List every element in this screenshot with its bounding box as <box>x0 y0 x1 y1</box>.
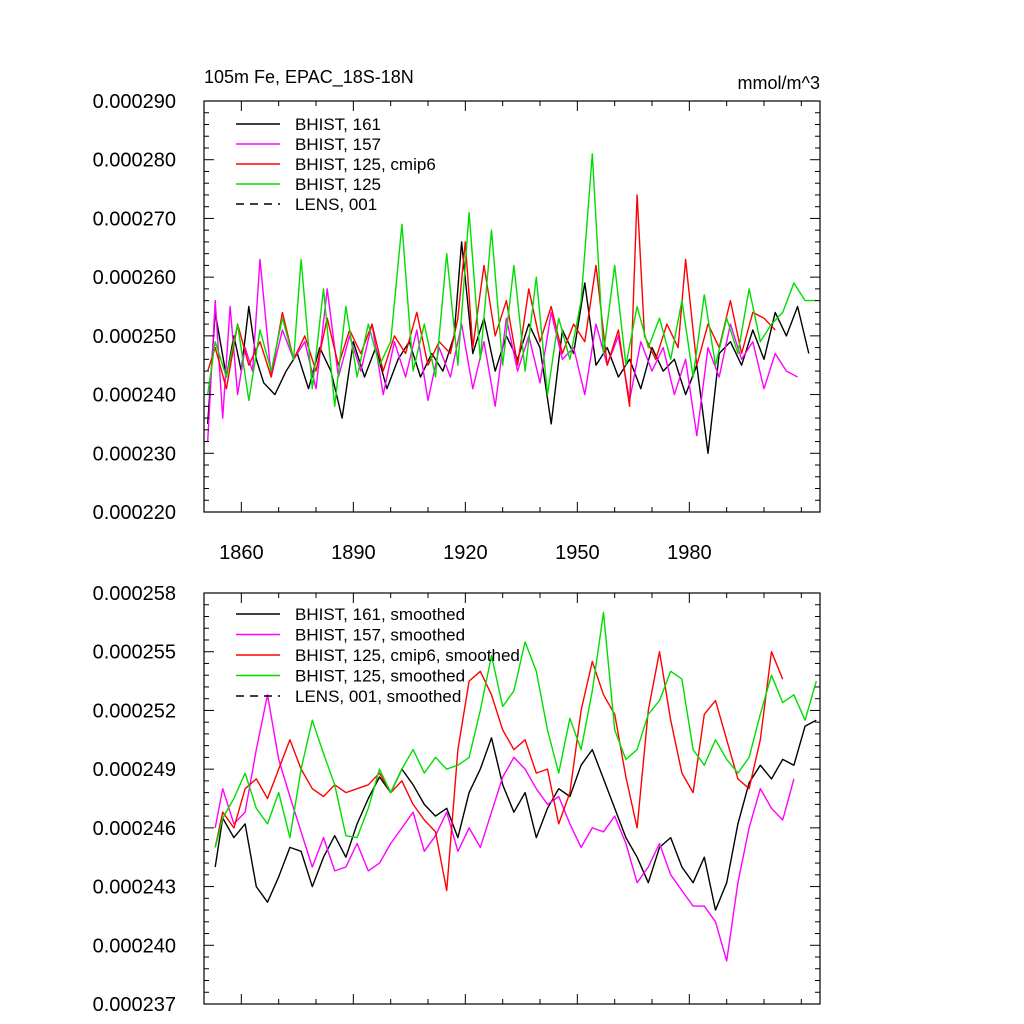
top-series-line-3 <box>207 153 817 407</box>
x-tick-label: 1980 <box>667 542 712 564</box>
top-panel: 0.000220 0.000230 0.000240 0.000250 0.000260… <box>93 67 821 564</box>
y-tick-label: 0.000249 <box>93 759 176 781</box>
top-legend-label-4: LENS, 001 <box>295 195 377 214</box>
bottom-y-axis: 0.000237 0.000240 0.000243 0.000246 0.000249… <box>93 583 820 1016</box>
bottom-series-line-0 <box>214 719 817 911</box>
bottom-series-line-1 <box>214 694 795 962</box>
bottom-legend-label-1: BHIST, 157, smoothed <box>295 626 465 645</box>
bottom-series-line-3 <box>214 611 817 848</box>
y-tick-label: 0.000230 <box>93 443 176 465</box>
top-legend-label-3: BHIST, 125 <box>295 175 381 194</box>
bottom-series-layer <box>214 611 817 962</box>
x-tick-label: 1950 <box>555 542 600 564</box>
top-legend-label-2: BHIST, 125, cmip6 <box>295 155 436 174</box>
top-title-right: mmol/m^3 <box>738 73 820 93</box>
top-x-axis: 1860 1890 1920 1950 1980 <box>203 101 802 564</box>
bottom-panel: 0.000237 0.000240 0.000243 0.000246 0.000249… <box>93 583 821 1016</box>
y-tick-label: 0.000220 <box>93 502 176 524</box>
top-y-axis: 0.000220 0.000230 0.000240 0.000250 0.000260… <box>93 91 820 524</box>
top-series-line-2 <box>207 194 776 407</box>
y-tick-label: 0.000280 <box>93 150 176 172</box>
x-tick-label: 1890 <box>331 542 376 564</box>
bottom-legend-label-0: BHIST, 161, smoothed <box>295 605 465 624</box>
y-tick-label: 0.000250 <box>93 326 176 348</box>
top-plot-frame <box>203 100 821 513</box>
top-series-line-1 <box>207 258 798 442</box>
y-tick-label: 0.000246 <box>93 818 176 840</box>
y-tick-label: 0.000255 <box>93 642 176 664</box>
y-tick-label: 0.000260 <box>93 267 176 289</box>
bottom-legend-label-2: BHIST, 125, cmip6, smoothed <box>295 646 520 665</box>
bottom-legend-label-4: LENS, 001, smoothed <box>295 687 461 706</box>
top-legend-label-0: BHIST, 161 <box>295 115 381 134</box>
bottom-legend-label-3: BHIST, 125, smoothed <box>295 667 465 686</box>
x-tick-label: 1920 <box>443 542 488 564</box>
top-title-left: 105m Fe, EPAC_18S-18N <box>204 67 414 88</box>
y-tick-label: 0.000240 <box>93 935 176 957</box>
top-series-layer <box>207 153 817 454</box>
bottom-plot-frame <box>203 592 821 1005</box>
y-tick-label: 0.000258 <box>93 583 176 605</box>
y-tick-label: 0.000240 <box>93 385 176 407</box>
bottom-legend: BHIST, 161, smoothed BHIST, 157, smoothed… <box>236 605 520 706</box>
y-tick-label: 0.000243 <box>93 877 176 899</box>
top-series-line-0 <box>207 241 810 454</box>
top-legend-label-1: BHIST, 157 <box>295 135 381 154</box>
bottom-series-line-2 <box>214 651 784 892</box>
x-tick-label: 1860 <box>219 542 264 564</box>
y-tick-label: 0.000237 <box>93 994 176 1016</box>
y-tick-label: 0.000270 <box>93 208 176 230</box>
y-tick-label: 0.000252 <box>93 700 176 722</box>
y-tick-label: 0.000290 <box>93 91 176 113</box>
bottom-x-axis <box>203 593 802 1004</box>
